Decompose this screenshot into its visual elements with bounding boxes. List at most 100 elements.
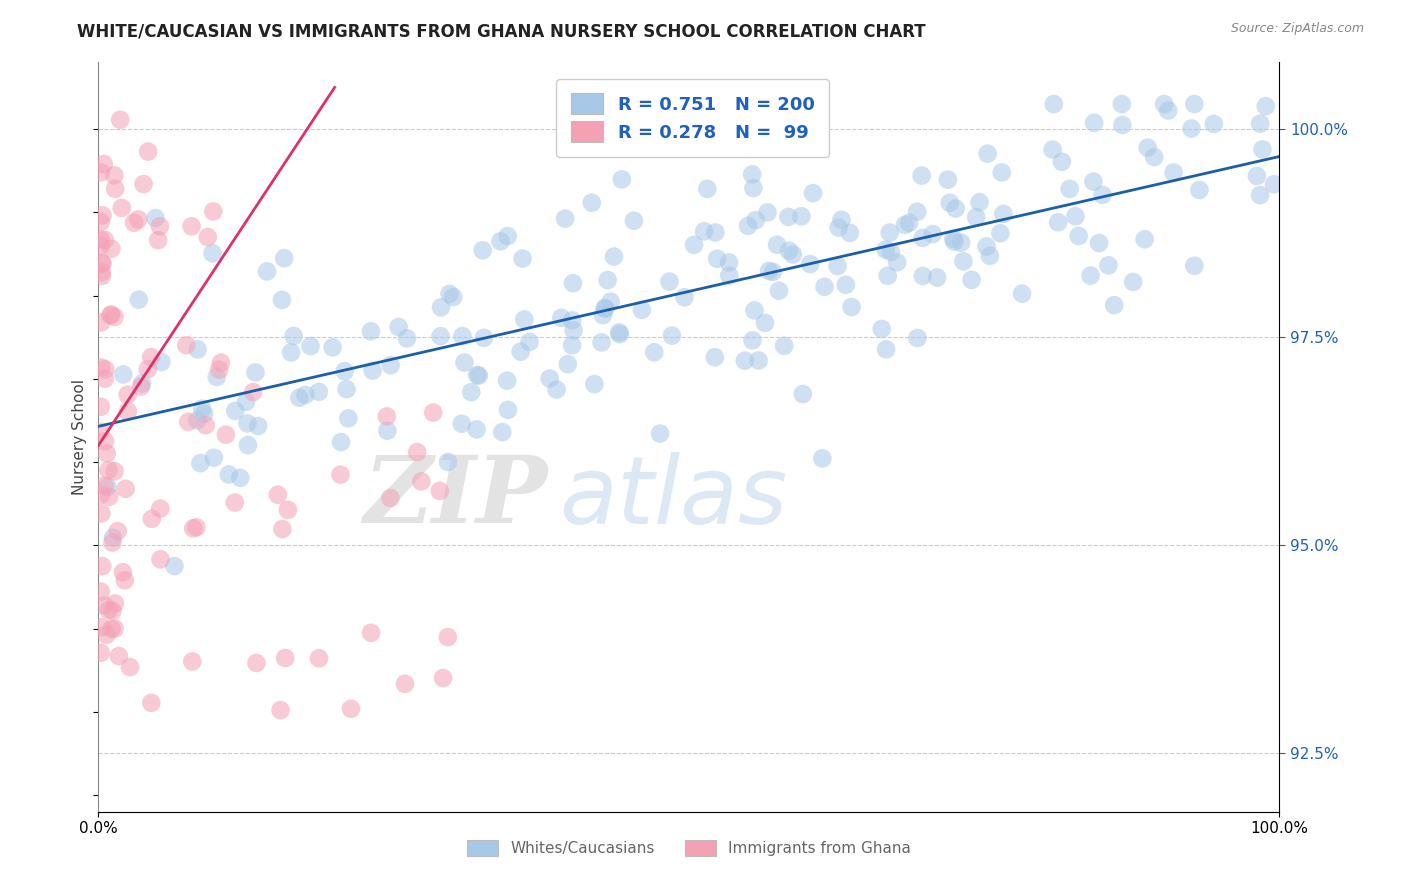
Point <box>131 376 153 391</box>
Point <box>411 475 433 489</box>
Point <box>623 213 645 227</box>
Point <box>945 202 967 216</box>
Point <box>1102 298 1125 312</box>
Point <box>1202 117 1225 131</box>
Point <box>146 233 169 247</box>
Point <box>673 290 696 304</box>
Point <box>471 244 494 258</box>
Point <box>96 628 118 642</box>
Point <box>754 316 776 330</box>
Point <box>561 313 583 327</box>
Point <box>898 216 921 230</box>
Point <box>460 385 482 400</box>
Point <box>911 231 934 245</box>
Point <box>100 622 122 636</box>
Point <box>741 334 763 348</box>
Point <box>90 232 112 246</box>
Point <box>1249 117 1271 131</box>
Point <box>273 251 295 265</box>
Point <box>1263 178 1285 192</box>
Point <box>229 471 252 485</box>
Point <box>117 404 139 418</box>
Point <box>242 385 264 400</box>
Point <box>1080 268 1102 283</box>
Point <box>94 434 117 449</box>
Point <box>209 356 232 370</box>
Point <box>879 226 901 240</box>
Point <box>1249 188 1271 202</box>
Point <box>122 216 145 230</box>
Point <box>101 531 124 545</box>
Point <box>96 446 118 460</box>
Point <box>91 620 114 634</box>
Point <box>1246 169 1268 183</box>
Point <box>562 324 585 338</box>
Point <box>593 301 616 315</box>
Point <box>406 445 429 459</box>
Point <box>93 478 115 492</box>
Point <box>186 520 208 534</box>
Point <box>93 599 115 613</box>
Point <box>245 366 267 380</box>
Point <box>1042 97 1064 112</box>
Point <box>491 425 513 439</box>
Point <box>465 368 488 382</box>
Point <box>271 522 294 536</box>
Point <box>90 646 112 660</box>
Point <box>943 235 966 249</box>
Point <box>1067 229 1090 244</box>
Point <box>554 211 576 226</box>
Point <box>208 362 231 376</box>
Point <box>283 329 305 343</box>
Point <box>1083 175 1105 189</box>
Point <box>496 229 519 244</box>
Point <box>693 224 716 238</box>
Y-axis label: Nursery School: Nursery School <box>72 379 87 495</box>
Point <box>107 524 129 538</box>
Point <box>631 302 654 317</box>
Text: WHITE/CAUCASIAN VS IMMIGRANTS FROM GHANA NURSERY SCHOOL CORRELATION CHART: WHITE/CAUCASIAN VS IMMIGRANTS FROM GHANA… <box>77 22 927 40</box>
Point <box>745 213 768 227</box>
Point <box>976 146 998 161</box>
Point <box>756 205 779 219</box>
Point <box>907 331 929 345</box>
Point <box>875 243 897 257</box>
Point <box>1254 99 1277 113</box>
Point <box>830 212 852 227</box>
Point <box>1182 97 1205 112</box>
Point <box>299 339 322 353</box>
Point <box>561 338 583 352</box>
Point <box>557 357 579 371</box>
Point <box>748 353 770 368</box>
Point <box>91 268 114 283</box>
Point <box>98 490 121 504</box>
Point <box>596 273 619 287</box>
Point <box>496 403 519 417</box>
Point <box>236 438 259 452</box>
Point <box>308 384 330 399</box>
Point <box>340 702 363 716</box>
Point <box>683 237 706 252</box>
Point <box>603 250 626 264</box>
Point <box>768 284 790 298</box>
Point <box>773 339 796 353</box>
Point <box>742 181 765 195</box>
Point <box>835 277 858 292</box>
Point <box>101 535 124 549</box>
Point <box>519 334 541 349</box>
Point <box>1011 286 1033 301</box>
Point <box>194 418 217 433</box>
Point <box>215 427 238 442</box>
Point <box>766 237 789 252</box>
Point <box>277 503 299 517</box>
Point <box>610 172 633 186</box>
Point <box>512 252 534 266</box>
Point <box>875 343 897 357</box>
Point <box>1153 97 1175 112</box>
Point <box>205 370 228 384</box>
Point <box>90 360 112 375</box>
Point <box>993 207 1015 221</box>
Point <box>218 467 240 482</box>
Point <box>969 195 991 210</box>
Point <box>538 371 561 385</box>
